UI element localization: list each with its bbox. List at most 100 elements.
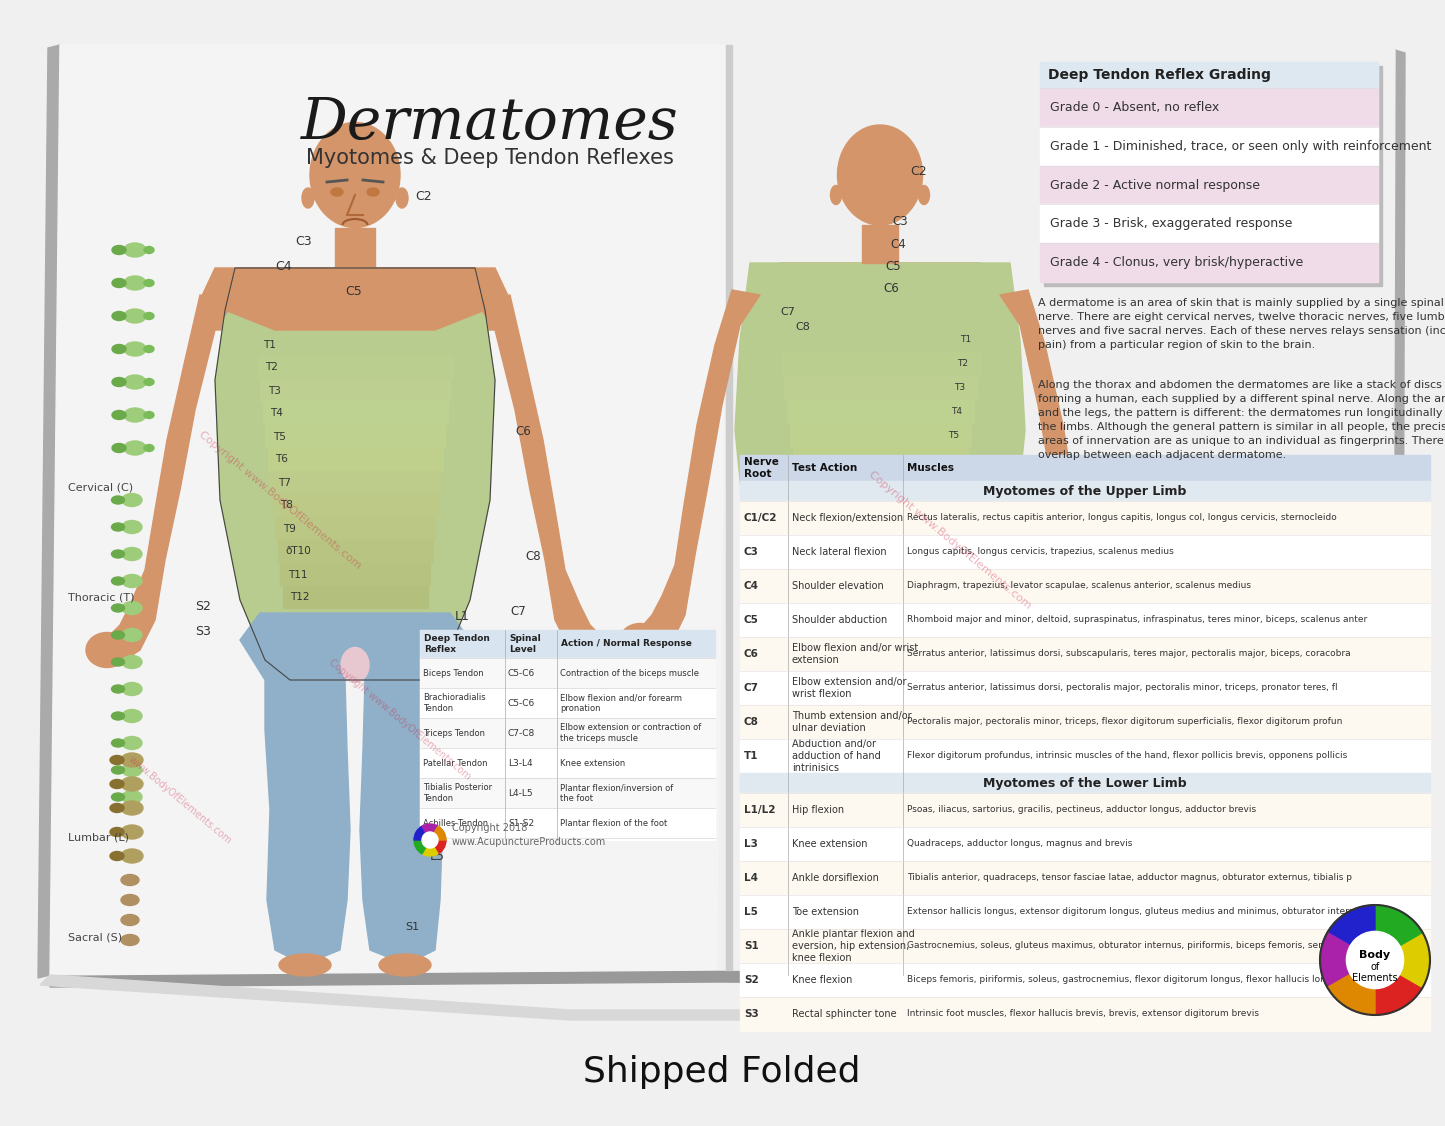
Text: T5: T5 xyxy=(273,431,286,441)
Ellipse shape xyxy=(121,574,142,588)
Polygon shape xyxy=(637,291,760,652)
Text: A dermatome is an area of skin that is mainly supplied by a single spinal
nerve.: A dermatome is an area of skin that is m… xyxy=(1038,298,1445,350)
Text: T11: T11 xyxy=(288,570,308,580)
Text: Shoulder elevation: Shoulder elevation xyxy=(792,581,884,591)
Bar xyxy=(740,455,1431,975)
Text: Knee extension: Knee extension xyxy=(792,839,867,849)
Text: T6: T6 xyxy=(276,455,289,465)
Text: T6: T6 xyxy=(945,455,957,464)
Text: C7: C7 xyxy=(1010,602,1025,613)
Text: S2: S2 xyxy=(897,863,912,872)
Bar xyxy=(805,544,955,568)
Bar xyxy=(740,826,1431,861)
Wedge shape xyxy=(431,840,447,854)
Text: C6: C6 xyxy=(744,649,759,659)
Text: Ankle dorsiflexion: Ankle dorsiflexion xyxy=(792,873,879,883)
Bar xyxy=(740,774,1431,793)
Ellipse shape xyxy=(121,801,143,815)
Ellipse shape xyxy=(379,954,431,976)
Text: L1/L2: L1/L2 xyxy=(744,805,776,815)
Text: C3: C3 xyxy=(295,235,312,248)
Text: T2: T2 xyxy=(958,358,968,367)
Text: L4: L4 xyxy=(744,873,759,883)
Text: Toe extension: Toe extension xyxy=(792,908,858,917)
Text: Grade 4 - Clonus, very brisk/hyperactive: Grade 4 - Clonus, very brisk/hyperactive xyxy=(1051,256,1303,269)
Text: L2: L2 xyxy=(460,638,475,651)
Ellipse shape xyxy=(144,247,155,253)
Text: Plantar flexion/inversion of
the foot: Plantar flexion/inversion of the foot xyxy=(561,784,673,803)
Text: Flexor digitorum profundus, intrinsic muscles of the hand, flexor pollicis brevi: Flexor digitorum profundus, intrinsic mu… xyxy=(907,751,1347,760)
Text: Knee flexion: Knee flexion xyxy=(792,975,853,985)
Ellipse shape xyxy=(905,954,955,976)
Text: T5: T5 xyxy=(948,430,959,439)
Bar xyxy=(808,568,952,591)
Bar xyxy=(1040,166,1379,205)
Text: L5: L5 xyxy=(744,908,757,917)
Ellipse shape xyxy=(113,312,126,321)
Bar xyxy=(1043,66,1381,286)
Bar xyxy=(740,671,1431,705)
Bar xyxy=(335,227,376,268)
Wedge shape xyxy=(1376,932,1431,988)
Bar xyxy=(420,658,715,688)
Bar xyxy=(777,328,983,351)
Wedge shape xyxy=(1376,905,1423,960)
Text: C8: C8 xyxy=(795,322,809,332)
Ellipse shape xyxy=(919,186,929,205)
Ellipse shape xyxy=(111,604,124,613)
Ellipse shape xyxy=(121,790,142,804)
Text: S2: S2 xyxy=(744,975,759,985)
Text: Rhomboid major and minor, deltoid, supraspinatus, infraspinatus, teres minor, bi: Rhomboid major and minor, deltoid, supra… xyxy=(907,616,1367,625)
Text: Neck lateral flexion: Neck lateral flexion xyxy=(792,547,887,557)
Bar xyxy=(740,455,1431,481)
Text: C7: C7 xyxy=(510,605,526,618)
Text: Sacral (S): Sacral (S) xyxy=(68,932,123,942)
Ellipse shape xyxy=(124,309,146,323)
Ellipse shape xyxy=(113,345,126,354)
Bar xyxy=(263,402,448,425)
Ellipse shape xyxy=(121,849,143,863)
Text: Thoracic (T): Thoracic (T) xyxy=(68,592,134,602)
Text: Knee extension: Knee extension xyxy=(561,759,626,768)
Ellipse shape xyxy=(124,276,146,291)
Ellipse shape xyxy=(113,444,126,453)
Bar xyxy=(420,631,715,658)
Ellipse shape xyxy=(620,624,660,656)
Text: Extensor hallicis longus, extensor digitorum longus, gluteus medius and minimus,: Extensor hallicis longus, extensor digit… xyxy=(907,908,1367,917)
Text: Lumbar (L): Lumbar (L) xyxy=(68,832,129,842)
Circle shape xyxy=(845,670,925,750)
Ellipse shape xyxy=(121,520,142,534)
Ellipse shape xyxy=(805,954,855,976)
Bar xyxy=(254,333,455,355)
Polygon shape xyxy=(215,268,496,680)
Text: C8: C8 xyxy=(744,717,759,727)
Ellipse shape xyxy=(121,628,142,642)
Text: Elbow extension or contraction of
the triceps muscle: Elbow extension or contraction of the tr… xyxy=(561,723,701,743)
Ellipse shape xyxy=(121,875,139,885)
Ellipse shape xyxy=(110,804,124,813)
Text: Spinal
Level: Spinal Level xyxy=(509,634,540,654)
Ellipse shape xyxy=(838,125,922,225)
Text: Triceps Tendon: Triceps Tendon xyxy=(423,729,486,738)
Bar xyxy=(740,963,1431,997)
Text: Copyright www.BodyOfElements.com: Copyright www.BodyOfElements.com xyxy=(867,470,1033,610)
Text: Diaphragm, trapezius, levator scapulae, scalenus anterior, scalenus medius: Diaphragm, trapezius, levator scapulae, … xyxy=(907,581,1251,590)
Ellipse shape xyxy=(121,682,142,696)
Bar xyxy=(1040,62,1379,88)
Text: Elbow flexion and/or wrist
extension: Elbow flexion and/or wrist extension xyxy=(792,643,918,664)
Wedge shape xyxy=(415,840,431,854)
Polygon shape xyxy=(38,45,61,978)
Text: Biceps femoris, piriformis, soleus, gastrocnemius, flexor digitorum longus, flex: Biceps femoris, piriformis, soleus, gast… xyxy=(907,975,1348,984)
Text: Patellar Tendon: Patellar Tendon xyxy=(423,759,487,768)
Polygon shape xyxy=(736,263,1025,678)
Text: T11: T11 xyxy=(931,574,948,583)
Bar xyxy=(740,895,1431,929)
Text: C6: C6 xyxy=(1038,547,1053,557)
Text: S5: S5 xyxy=(815,512,829,522)
Text: S1: S1 xyxy=(744,941,759,951)
Text: L3: L3 xyxy=(439,700,455,713)
Text: S1: S1 xyxy=(845,863,860,872)
Circle shape xyxy=(879,704,892,716)
Text: C2: C2 xyxy=(415,190,432,203)
Text: C1/C2: C1/C2 xyxy=(744,513,777,522)
